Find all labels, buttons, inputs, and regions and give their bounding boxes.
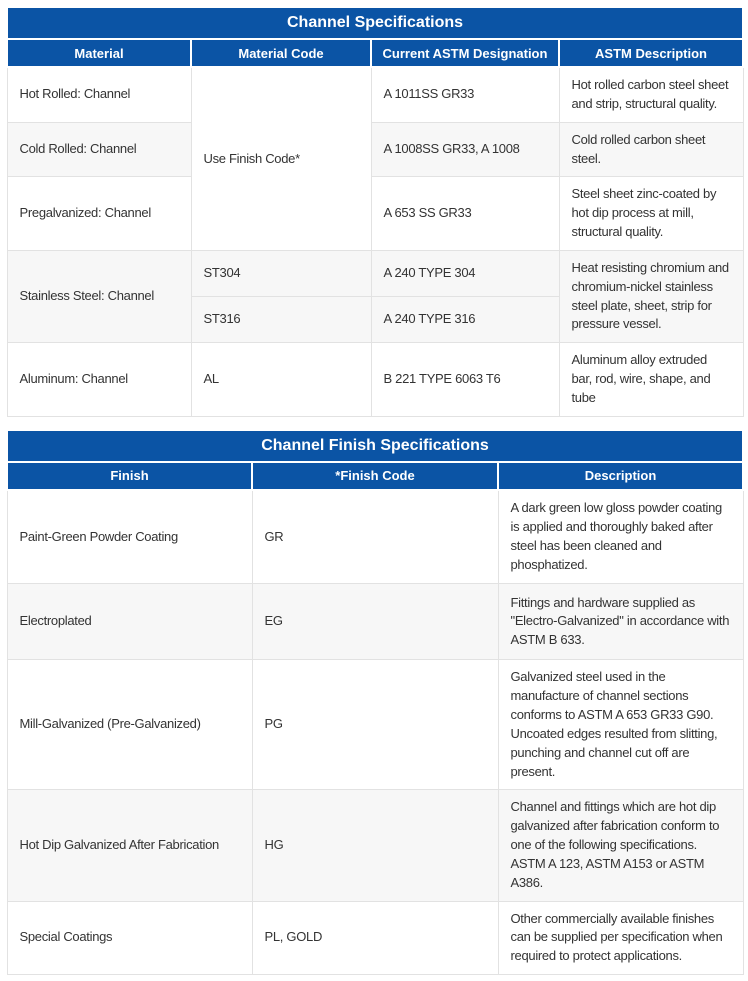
cell-material-stainless: Stainless Steel: Channel [6, 249, 192, 344]
table1-title: Channel Specifications [5, 6, 745, 40]
cell-finish-paint-green: Paint-Green Powder Coating [6, 489, 253, 585]
cell-finish-electroplated: Electroplated [6, 583, 253, 661]
table1-header-row: Material Material Code Current ASTM Desi… [6, 38, 745, 68]
table1-header-material: Material [6, 38, 192, 68]
table-row-electroplated: Electroplated EG Fittings and hardware s… [6, 583, 744, 661]
table-row-pregalvanized: Pregalvanized: Channel A 653 SS GR33 Ste… [6, 176, 744, 251]
table-row-aluminum: Aluminum: Channel AL B 221 TYPE 6063 T6 … [6, 342, 744, 417]
channel-finish-specifications-table: Channel Finish Specifications Finish *Fi… [5, 428, 745, 976]
cell-code-st316: ST316 [190, 296, 372, 344]
cell-desc-pregalvanized: Steel sheet zinc-coated by hot dip proce… [558, 176, 744, 251]
cell-desc-hot-dip: Channel and fittings which are hot dip g… [497, 789, 744, 902]
cell-astm-cold-rolled: A 1008SS GR33, A 1008 [370, 121, 560, 178]
cell-material-aluminum: Aluminum: Channel [6, 342, 192, 417]
cell-material-hot-rolled: Hot Rolled: Channel [6, 66, 192, 123]
table-row-special-coatings: Special Coatings PL, GOLD Other commerci… [6, 900, 744, 976]
cell-code-special-coatings: PL, GOLD [251, 900, 499, 976]
table-row-hot-rolled: Hot Rolled: Channel Use Finish Code* A 1… [6, 66, 744, 251]
cell-astm-pregalvanized: A 653 SS GR33 [370, 176, 560, 251]
table2-header-finish-code: *Finish Code [251, 460, 499, 491]
cell-code-aluminum: AL [190, 342, 372, 417]
cell-finish-hot-dip: Hot Dip Galvanized After Fabrication [6, 789, 253, 902]
cell-code-paint-green: GR [251, 489, 499, 585]
table1-header-astm-designation: Current ASTM Designation [370, 38, 560, 68]
cell-astm-st316: A 240 TYPE 316 [370, 296, 560, 344]
table1-title-row: Channel Specifications [5, 6, 745, 40]
cell-astm-aluminum: B 221 TYPE 6063 T6 [370, 342, 560, 417]
cell-desc-electroplated: Fittings and hardware supplied as "Elect… [497, 583, 744, 661]
table2-title: Channel Finish Specifications [5, 428, 745, 463]
cell-astm-hot-rolled: A 1011SS GR33 [370, 66, 560, 123]
cell-desc-hot-rolled: Hot rolled carbon steel sheet and strip,… [558, 66, 744, 123]
cell-desc-mill-galvanized: Galvanized steel used in the manufacture… [497, 659, 744, 791]
cell-desc-cold-rolled: Cold rolled carbon sheet steel. [558, 121, 744, 178]
cell-desc-stainless: Heat resisting chromium and chromium-nic… [558, 249, 744, 344]
cell-desc-aluminum: Aluminum alloy extruded bar, rod, wire, … [558, 342, 744, 417]
cell-astm-st304: A 240 TYPE 304 [370, 249, 560, 298]
table2-header-finish: Finish [6, 460, 253, 491]
table2-header-description: Description [496, 460, 745, 491]
table2-header-row: Finish *Finish Code Description [6, 460, 745, 491]
cell-code-st304: ST304 [190, 249, 372, 298]
table2-title-row: Channel Finish Specifications [5, 428, 745, 463]
table1-header-astm-description: ASTM Description [557, 38, 745, 68]
cell-material-pregalvanized: Pregalvanized: Channel [6, 176, 192, 251]
table-row-stainless-316: ST316 A 240 TYPE 316 [7, 296, 743, 344]
table-row-stainless-304: Stainless Steel: Channel ST304 A 240 TYP… [6, 249, 744, 344]
cell-finish-mill-galvanized: Mill-Galvanized (Pre-Galvanized) [6, 659, 253, 791]
cell-code-hot-dip: HG [251, 789, 499, 902]
table-row-cold-rolled: Cold Rolled: Channel A 1008SS GR33, A 10… [6, 121, 744, 178]
cell-finish-special-coatings: Special Coatings [6, 900, 253, 976]
cell-desc-paint-green: A dark green low gloss powder coating is… [497, 489, 744, 585]
table-row-hot-dip-galvanized: Hot Dip Galvanized After Fabrication HG … [6, 789, 744, 902]
cell-code-mill-galvanized: PG [251, 659, 499, 791]
cell-desc-special-coatings: Other commercially available finishes ca… [497, 900, 744, 976]
cell-material-cold-rolled: Cold Rolled: Channel [6, 121, 192, 178]
cell-code-electroplated: EG [251, 583, 499, 661]
table1-header-material-code: Material Code [190, 38, 372, 68]
table-row-paint-green: Paint-Green Powder Coating GR A dark gre… [6, 489, 744, 585]
cell-material-code-shared: Use Finish Code* [190, 66, 372, 251]
channel-specifications-table: Channel Specifications Material Material… [5, 6, 745, 417]
table-row-mill-galvanized: Mill-Galvanized (Pre-Galvanized) PG Galv… [6, 659, 744, 791]
